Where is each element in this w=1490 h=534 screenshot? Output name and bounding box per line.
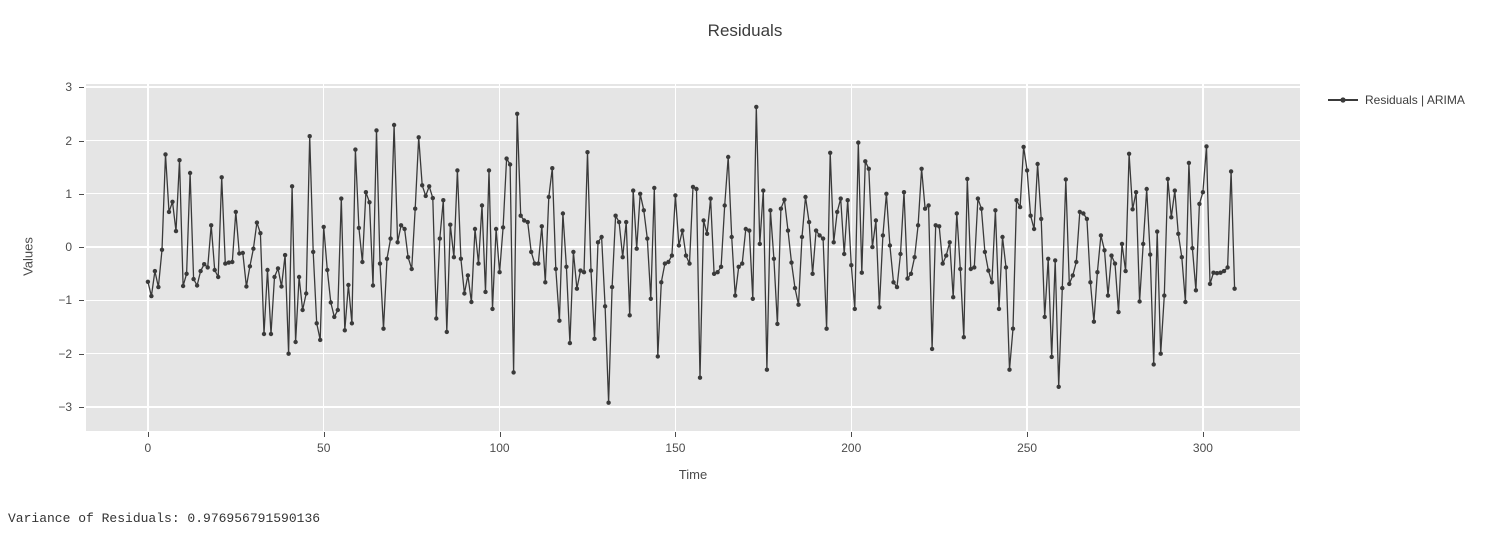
x-tick-mark: [499, 432, 501, 437]
y-tick-label: 0: [65, 240, 72, 255]
x-gridline: [1026, 84, 1028, 431]
y-tick-mark: [79, 353, 84, 355]
x-gridline: [674, 84, 677, 431]
x-tick-label: 100: [489, 441, 510, 455]
x-axis: 0 50 100 150 200 250 300: [86, 431, 1300, 471]
x-tick-mark: [851, 432, 853, 437]
y-tick-label: −3: [58, 400, 72, 414]
x-tick-label: 50: [317, 441, 331, 455]
x-tick-label: 250: [1017, 441, 1038, 455]
y-tick-label: −1: [58, 293, 72, 308]
y-tick-mark: [79, 87, 84, 89]
plot-area[interactable]: [86, 84, 1300, 431]
y-tick-mark: [79, 247, 84, 249]
legend-item-residuals-arima[interactable]: Residuals | ARIMA: [1327, 93, 1465, 107]
y-gridline: [86, 86, 1300, 88]
legend-line-marker-icon: [1328, 97, 1358, 103]
x-tick-label: 300: [1192, 441, 1213, 455]
x-tick-mark: [1202, 432, 1204, 437]
x-tick-mark: [147, 432, 149, 437]
x-axis-title: Time: [678, 467, 708, 482]
y-tick-label: 3: [65, 80, 72, 95]
y-gridline: [86, 246, 1300, 248]
y-tick-mark: [79, 140, 84, 142]
x-gridline: [1202, 84, 1204, 431]
x-tick-mark: [323, 432, 325, 437]
x-tick-label: 0: [144, 441, 152, 455]
y-axis-title: Values: [20, 237, 36, 276]
y-gridline: [86, 353, 1300, 355]
x-tick-mark: [675, 432, 677, 437]
residuals-markers: [145, 104, 1237, 405]
y-tick-label: −2: [58, 346, 72, 361]
y-tick-mark: [79, 407, 84, 408]
x-gridline: [147, 84, 149, 431]
x-gridline: [498, 84, 501, 431]
x-tick-label: 200: [841, 441, 862, 455]
y-gridline: [86, 139, 1300, 142]
x-tick-label: 150: [665, 441, 686, 455]
y-gridline: [86, 406, 1300, 408]
legend-label: Residuals | ARIMA: [1365, 93, 1465, 107]
y-gridline: [86, 299, 1300, 302]
variance-of-residuals-text: Variance of Residuals: 0.976956791590136: [8, 511, 321, 526]
residuals-series-svg: [145, 104, 1237, 405]
x-gridline: [323, 84, 325, 431]
y-axis: 3 2 1 0 −1 −2 −3: [0, 80, 86, 431]
residuals-line: [147, 106, 1236, 404]
y-tick-label: 2: [65, 133, 72, 148]
chart-title: Residuals: [707, 21, 783, 40]
x-tick-mark: [1027, 432, 1029, 437]
y-tick-mark: [79, 300, 84, 302]
y-tick-label: 1: [65, 186, 72, 201]
y-tick-mark: [79, 193, 84, 195]
